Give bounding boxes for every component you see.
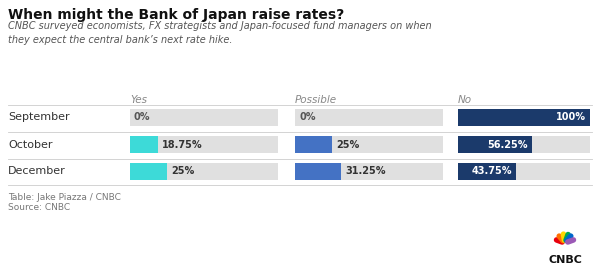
Bar — [295, 163, 341, 180]
Text: December: December — [8, 166, 66, 176]
Bar — [458, 163, 516, 180]
Text: 100%: 100% — [556, 112, 586, 122]
Text: 0%: 0% — [134, 112, 151, 122]
Text: Table: Jake Piazza / CNBC: Table: Jake Piazza / CNBC — [8, 193, 121, 202]
Bar — [295, 163, 443, 180]
Bar — [130, 163, 278, 180]
Text: Possible: Possible — [295, 95, 337, 105]
Bar — [130, 109, 278, 126]
Bar — [458, 163, 590, 180]
Text: CNBC: CNBC — [548, 255, 582, 265]
Bar — [458, 109, 590, 126]
Text: 43.75%: 43.75% — [471, 166, 512, 176]
Text: No: No — [458, 95, 472, 105]
Bar — [458, 136, 532, 153]
Text: Source: CNBC: Source: CNBC — [8, 203, 70, 212]
Bar — [295, 136, 332, 153]
Text: 25%: 25% — [336, 140, 359, 150]
Text: 18.75%: 18.75% — [162, 140, 202, 150]
Bar — [458, 136, 590, 153]
Text: October: October — [8, 140, 53, 150]
Bar — [130, 163, 167, 180]
Bar — [458, 109, 590, 126]
Text: 0%: 0% — [299, 112, 316, 122]
Bar — [295, 109, 443, 126]
Text: 25%: 25% — [171, 166, 194, 176]
Text: Yes: Yes — [130, 95, 147, 105]
Bar — [130, 136, 278, 153]
Bar — [130, 136, 158, 153]
Text: 56.25%: 56.25% — [488, 140, 528, 150]
Text: CNBC surveyed economists, FX strategists and Japan-focused fund managers on when: CNBC surveyed economists, FX strategists… — [8, 21, 431, 45]
Text: 31.25%: 31.25% — [345, 166, 386, 176]
Bar — [295, 136, 443, 153]
Text: When might the Bank of Japan raise rates?: When might the Bank of Japan raise rates… — [8, 8, 344, 22]
Text: September: September — [8, 112, 70, 122]
